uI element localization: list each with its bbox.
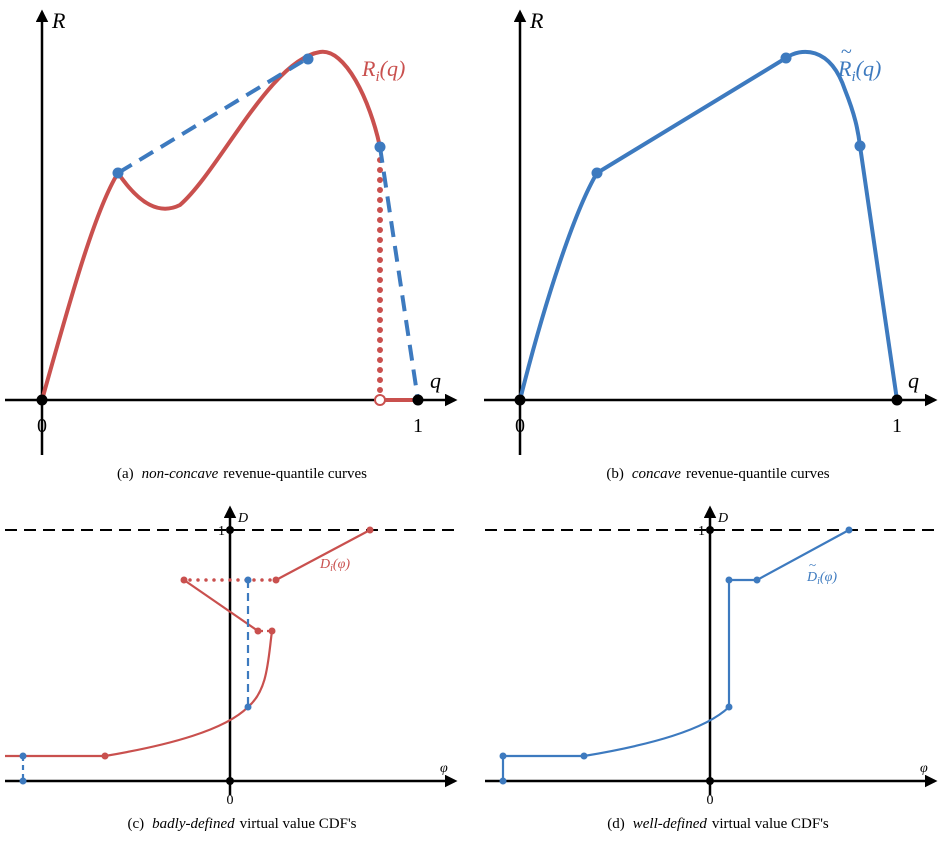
y-label: R [51, 8, 66, 33]
point [19, 752, 27, 760]
label-sub: i [817, 576, 820, 587]
point [725, 703, 733, 711]
label-base: R [837, 56, 852, 81]
caption-label: (c) [128, 816, 145, 832]
point [226, 526, 234, 534]
caption-text: revenue-quantile curves [686, 466, 830, 482]
caption-emphasis: concave [632, 466, 681, 482]
tick-label: 1 [892, 415, 902, 437]
point [706, 526, 714, 534]
label-sub: i [851, 69, 855, 85]
curve-label: Ri(q) [837, 56, 881, 85]
curve-accent: ~ [809, 557, 816, 572]
point [272, 576, 280, 584]
point [412, 394, 424, 406]
caption: (d) well-defined virtual value CDF's [607, 816, 829, 832]
point [580, 752, 588, 760]
label-arg: (φ) [820, 570, 837, 585]
y-label: D [237, 511, 248, 526]
point [780, 52, 792, 64]
point [845, 526, 853, 534]
point [112, 167, 124, 179]
curve-accent: ~ [841, 41, 852, 63]
caption: (c) badly-defined virtual value CDF's [128, 816, 357, 832]
point [268, 627, 276, 635]
cdf-top [275, 529, 371, 581]
caption: (a) non-concave revenue-quantile curves [117, 466, 367, 482]
curve-label: Di(φ) [806, 570, 837, 587]
concave-curve [518, 49, 899, 401]
caption-text: revenue-quantile curves [223, 466, 367, 482]
point [499, 752, 507, 760]
tick-label: 1 [698, 524, 705, 539]
origin [226, 777, 234, 785]
panel-a: R q 0 1 Ri(q) (a) non-concave revenue-quan… [5, 8, 458, 482]
panel-c: D φ 0 1 Di(φ) (c) badly-defined virtual va… [5, 505, 458, 832]
caption-label: (d) [607, 816, 625, 832]
point [254, 627, 262, 635]
x-label: q [430, 368, 441, 393]
tick-label: 0 [515, 415, 525, 437]
origin [36, 394, 48, 406]
tick-label: 0 [37, 415, 47, 437]
cdf-curve [104, 630, 274, 758]
point [302, 53, 314, 65]
concave-hull [116, 56, 310, 175]
point [180, 576, 188, 584]
open-point [374, 394, 386, 406]
point [725, 576, 733, 584]
x-label: φ [440, 761, 448, 776]
panel-d: D φ 0 1 ~ Di(φ) (d) well-defined virtual v… [485, 505, 938, 832]
curve-label: Di(φ) [319, 557, 350, 574]
x-label: φ [920, 761, 928, 776]
label-base: D [319, 557, 330, 572]
point [101, 752, 109, 760]
label-arg: (φ) [333, 557, 350, 572]
label-sub: i [330, 563, 333, 574]
caption-text: virtual value CDF's [240, 816, 357, 832]
concave-hull [378, 146, 420, 401]
tick-label: 1 [218, 524, 225, 539]
tick-label: 0 [227, 793, 234, 808]
label-sub: i [375, 69, 379, 85]
caption-label: (a) [117, 466, 134, 482]
caption-emphasis: well-defined [633, 816, 708, 832]
point [753, 576, 761, 584]
label-arg: (q) [856, 56, 882, 81]
caption-label: (b) [606, 466, 624, 482]
point [374, 141, 386, 153]
point [366, 526, 374, 534]
origin [706, 777, 714, 785]
revenue-curve [40, 49, 382, 401]
label-base: R [361, 56, 376, 81]
point [244, 703, 252, 711]
cdf-back [183, 579, 259, 632]
panel-b: R q 0 1 ~ Ri(q) (b) concave revenue-quanti… [484, 8, 938, 482]
tick-label: 0 [707, 793, 714, 808]
point [499, 777, 507, 785]
point [244, 576, 252, 584]
caption-emphasis: badly-defined [152, 816, 235, 832]
points [101, 526, 374, 760]
points [19, 576, 252, 785]
label-arg: (q) [380, 56, 406, 81]
caption-text: virtual value CDF's [712, 816, 829, 832]
point [19, 777, 27, 785]
caption: (b) concave revenue-quantile curves [606, 466, 829, 482]
x-label: q [908, 368, 919, 393]
cdf-curve [501, 529, 850, 781]
point [591, 167, 603, 179]
y-label: D [717, 511, 728, 526]
caption-emphasis: non-concave [142, 466, 219, 482]
points [499, 526, 853, 785]
label-base: D [806, 570, 817, 585]
curve-label: Ri(q) [361, 56, 405, 85]
point [891, 394, 903, 406]
origin [514, 394, 526, 406]
point [854, 140, 866, 152]
tick-label: 1 [413, 415, 423, 437]
y-label: R [529, 8, 544, 33]
